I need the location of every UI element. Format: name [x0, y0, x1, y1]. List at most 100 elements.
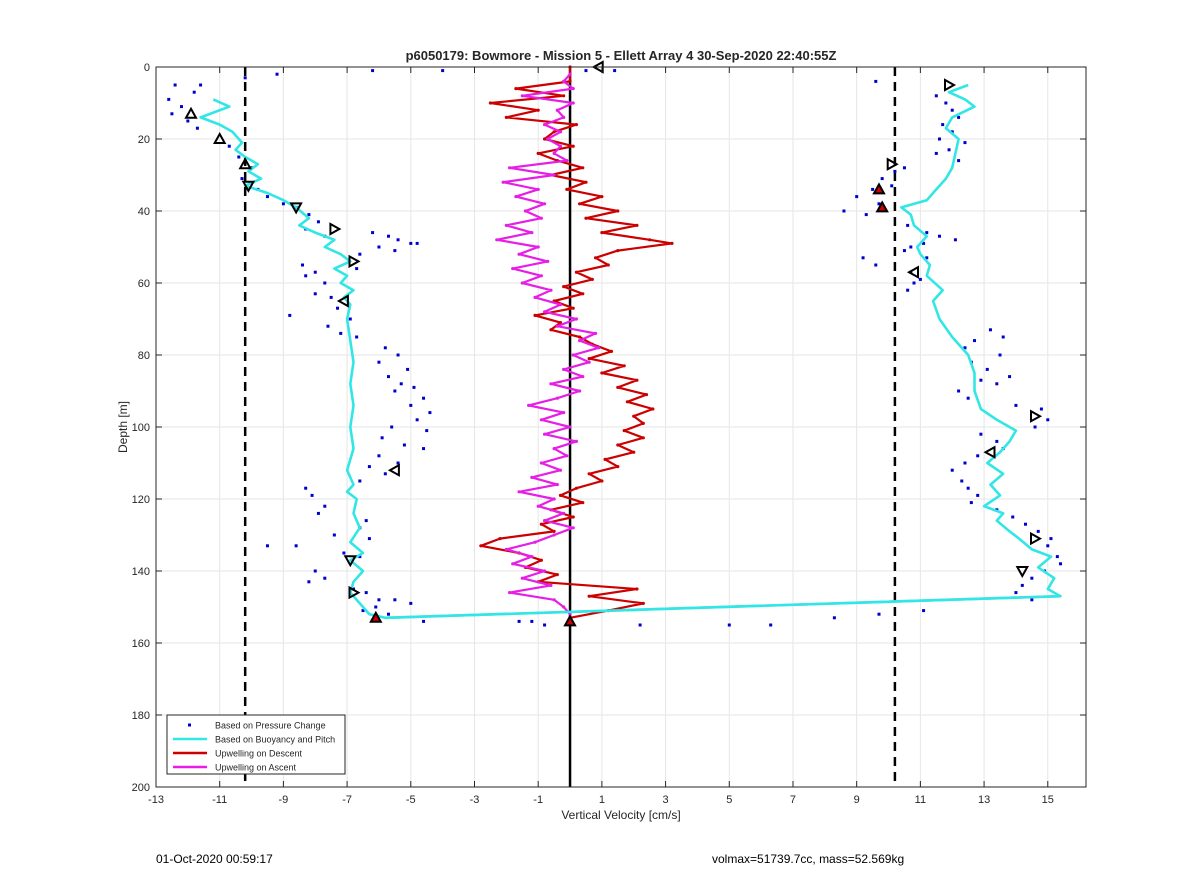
series-point	[498, 537, 502, 541]
pressure-change-point	[1014, 403, 1018, 407]
triangle-marker	[336, 294, 349, 308]
pressure-change-point	[584, 69, 588, 73]
series-point	[504, 115, 508, 119]
pressure-change-point	[880, 177, 884, 181]
pressure-change-point	[323, 504, 327, 508]
series-point	[530, 231, 534, 235]
series-point	[542, 569, 547, 573]
pressure-change-point	[294, 544, 298, 548]
series-point	[479, 544, 483, 548]
series-point	[616, 249, 620, 253]
series-point	[542, 137, 547, 141]
pressure-change-point	[355, 267, 359, 271]
triangle-marker	[289, 202, 303, 215]
pressure-change-point	[265, 544, 269, 548]
pressure-change-point	[925, 231, 929, 235]
triangle-marker	[983, 445, 996, 459]
series-point	[558, 468, 563, 472]
x-tick-label: 13	[978, 794, 990, 806]
pressure-change-point	[963, 346, 967, 350]
x-tick-label: 5	[726, 794, 732, 806]
series-point	[552, 130, 556, 134]
triangle-marker	[1030, 531, 1043, 546]
pressure-change-point	[387, 612, 390, 616]
pressure-change-point	[543, 623, 547, 627]
x-tick-label: -7	[342, 794, 352, 806]
pressure-change-point	[976, 454, 980, 458]
triangle-marker	[348, 254, 361, 269]
series-point	[549, 583, 553, 588]
series-point	[574, 270, 579, 274]
pressure-change-point	[613, 69, 617, 73]
pressure-change-point	[396, 353, 400, 357]
series-point	[488, 101, 493, 105]
pressure-change-point	[1046, 418, 1050, 422]
pressure-change-point	[412, 385, 416, 389]
pressure-change-point	[227, 144, 231, 148]
series-point	[565, 159, 569, 163]
series-point	[622, 364, 626, 368]
series-point	[504, 547, 508, 552]
pressure-change-point	[342, 551, 346, 555]
pressure-change-point	[288, 313, 292, 317]
legend-label: Based on Pressure Change	[215, 721, 326, 731]
direction-markers	[184, 60, 1043, 627]
pressure-change-point	[842, 209, 846, 213]
pressure-change-point	[874, 263, 878, 267]
series-point	[549, 382, 553, 386]
series-point	[632, 450, 636, 454]
pressure-change-point	[832, 616, 836, 620]
pressure-change-point	[906, 288, 910, 292]
pressure-change-point	[995, 439, 999, 443]
pressure-change-point	[1011, 515, 1015, 519]
pressure-change-point	[957, 389, 961, 393]
series-point	[587, 357, 591, 361]
series-point	[574, 486, 579, 490]
series-point	[600, 231, 604, 235]
pressure-change-point	[877, 612, 881, 616]
series-point	[593, 256, 598, 260]
series-point	[562, 79, 566, 83]
pressure-change-point	[355, 335, 359, 339]
y-tick-label: 60	[138, 278, 150, 290]
triangle-marker	[944, 78, 957, 92]
y-tick-label: 180	[132, 710, 150, 722]
triangle-marker	[886, 157, 899, 171]
y-axis-label: Depth [m]	[116, 401, 130, 453]
pressure-change-point	[1049, 537, 1053, 541]
pressure-change-point	[387, 375, 390, 379]
pressure-change-point	[957, 159, 961, 163]
triangle-marker	[238, 157, 252, 170]
series-point	[577, 389, 582, 393]
pressure-change-point	[890, 184, 894, 188]
footer-volmax-mass: volmax=51739.7cc, mass=52.569kg	[712, 852, 905, 866]
series-point	[539, 558, 543, 562]
pressure-change-point	[995, 382, 999, 386]
legend-label: Upwelling on Descent	[215, 749, 303, 759]
pressure-change-point	[960, 479, 964, 483]
pressure-change-point	[966, 486, 970, 490]
series-point	[571, 101, 575, 105]
series-point	[571, 87, 575, 91]
pressure-change-point	[973, 339, 977, 343]
pressure-change-point	[979, 432, 983, 436]
series-point	[593, 331, 598, 335]
pressure-change-point	[364, 519, 368, 523]
pressure-change-point	[1030, 598, 1034, 602]
pressure-change-point	[323, 576, 327, 580]
pressure-change-point	[1039, 407, 1043, 411]
series-point	[555, 573, 559, 577]
pressure-change-point	[934, 151, 938, 155]
series-point	[549, 288, 553, 292]
pressure-change-point	[195, 126, 199, 130]
series-point	[581, 166, 585, 170]
x-tick-label: 7	[790, 794, 796, 806]
legend-swatch	[188, 723, 191, 727]
pressure-change-point	[1001, 335, 1005, 339]
pressure-change-point	[902, 249, 906, 253]
pressure-change-point	[173, 83, 177, 87]
series-point	[507, 591, 512, 595]
series-point	[603, 457, 607, 461]
pressure-change-point	[167, 97, 171, 101]
